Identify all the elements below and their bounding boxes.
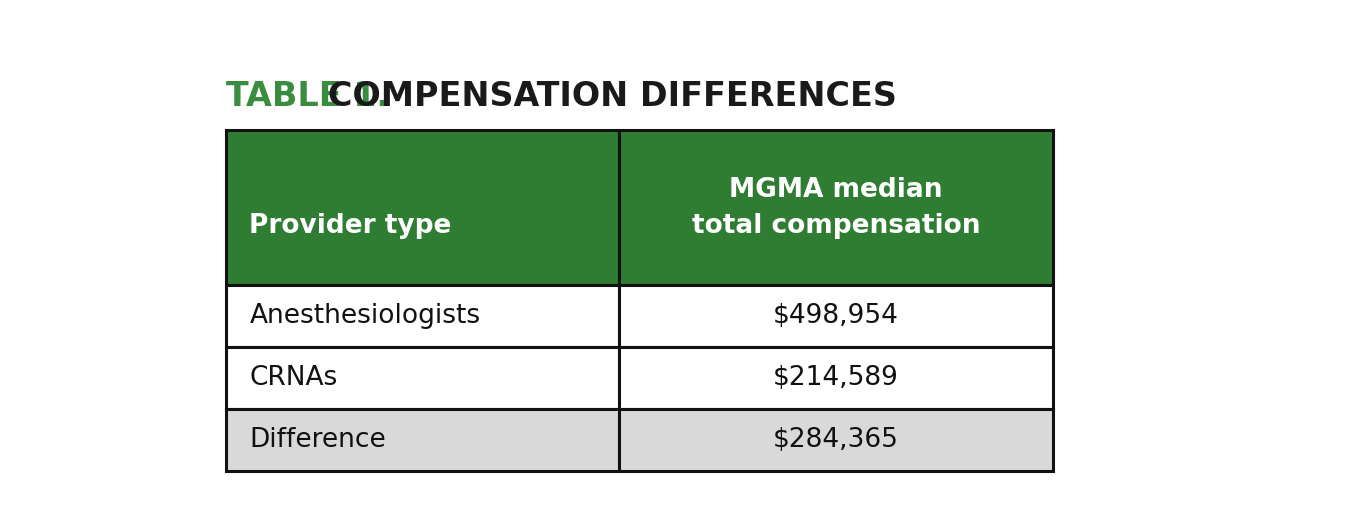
Text: COMPENSATION DIFFERENCES: COMPENSATION DIFFERENCES (328, 81, 896, 113)
Text: MGMA median
total compensation: MGMA median total compensation (691, 177, 980, 239)
Bar (618, 409, 1053, 471)
Bar (227, 347, 618, 409)
Text: TABLE 1.: TABLE 1. (227, 81, 389, 113)
Text: $284,365: $284,365 (774, 427, 899, 453)
Bar (227, 131, 618, 284)
Bar (227, 409, 618, 471)
Bar (618, 347, 1053, 409)
Text: Anesthesiologists: Anesthesiologists (250, 303, 481, 329)
Text: Difference: Difference (250, 427, 386, 453)
Bar (618, 284, 1053, 347)
Text: $498,954: $498,954 (774, 303, 899, 329)
Bar (618, 131, 1053, 284)
Text: CRNAs: CRNAs (250, 365, 338, 391)
Text: Provider type: Provider type (250, 213, 452, 239)
Bar (227, 284, 618, 347)
Text: $214,589: $214,589 (774, 365, 899, 391)
